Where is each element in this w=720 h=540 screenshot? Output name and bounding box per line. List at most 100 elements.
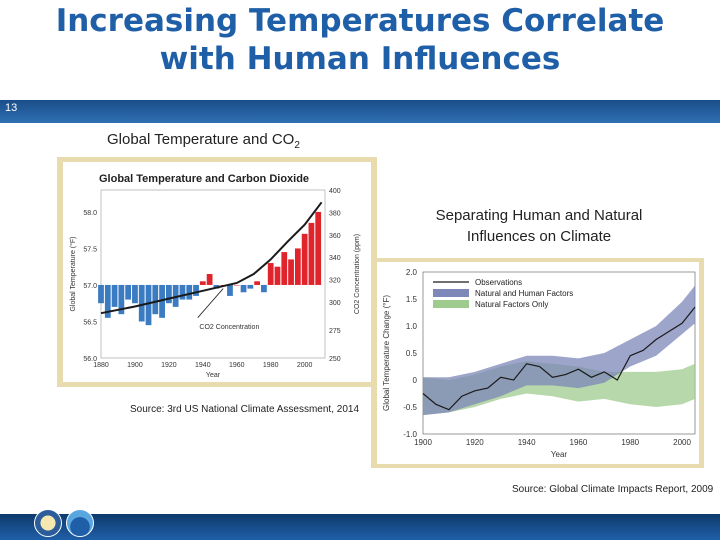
right-heading-line2: Influences on Climate [466,228,612,245]
temperature-bar [179,284,186,300]
temperature-bar [138,284,145,322]
temperature-bar [165,284,172,304]
x-tick-label: 1940 [518,438,536,447]
temperature-bar [193,284,199,296]
temperature-bar [172,284,179,307]
temperature-bar [199,281,206,285]
x-tick-label: 1920 [466,438,484,447]
temperature-co2-chart: Global Temperature and Carbon Dioxide 56.… [69,173,361,379]
y-tick-label: 57.5 [83,246,97,253]
right-heading-line1: Separating Human and Natural [435,207,643,224]
y-tick-label: 58.0 [83,210,97,217]
y2-tick-label: 340 [329,255,341,262]
temperature-bar [98,284,104,304]
x-tick-label: 1880 [93,362,109,369]
y2-axis-label: CO2 Concentration (ppm) [354,234,361,314]
temperature-bar [254,281,261,285]
slide-number: 13 [5,102,18,114]
y-axis-label: Global Temperature (°F) [69,236,77,311]
header-bar [0,100,720,123]
y-tick-label: 1.5 [406,295,418,304]
y-tick-label: 2.0 [406,268,418,277]
annotation-arrow [197,288,224,318]
y2-tick-label: 400 [329,188,341,195]
temperature-bar [159,284,165,318]
y-tick-label: 0.5 [406,349,418,358]
temperature-bar [288,259,294,285]
observations-line [422,306,696,411]
temperature-bar [132,284,138,304]
temperature-bar [111,284,118,307]
temperature-bar [118,284,125,315]
x-tick-label: 1940 [195,362,211,369]
legend-swatch [433,289,469,297]
x-tick-label: 1900 [127,362,143,369]
slide-title: Increasing Temperatures Correlate with H… [0,2,720,78]
temperature-bar [227,284,233,296]
x-tick-label: 2000 [297,362,313,369]
temperature-bar [104,284,111,318]
temperature-bar [152,284,159,315]
slide-title-line1: Increasing Temperatures Correlate [55,3,665,39]
x-tick-label: 1900 [414,438,432,447]
temperature-bar [247,284,254,289]
temperature-bar [145,284,152,326]
y-tick-label: -0.5 [403,403,417,412]
legend-swatch [433,300,469,308]
x-tick-label: 1920 [161,362,177,369]
left-heading-text: Global Temperature and CO [107,131,295,148]
temperature-bar [315,211,322,285]
x-axis-label: Year [206,372,221,379]
temperature-bar [125,284,132,300]
footer-bar [0,514,720,540]
temperature-bar [206,274,213,285]
y2-tick-label: 380 [329,210,341,217]
temperature-bar [281,252,288,285]
commerce-seal-logo [34,509,62,537]
temperature-bar [233,284,240,286]
left-chart-panel: Global Temperature and Carbon Dioxide 56.… [63,162,371,382]
band-natural-human [423,285,695,416]
left-panel-heading: Global Temperature and CO2 [107,131,300,151]
temperature-bar [261,284,267,293]
x-tick-label: 1980 [263,362,279,369]
y2-tick-label: 360 [329,233,341,240]
plot-area [100,189,326,359]
left-heading-subscript: 2 [294,140,300,151]
human-natural-chart: -1.0 -0.5 0 0.5 1.0 1.5 2.0 1900 1920 1940 1960 198… [382,268,696,459]
y2-tick-label: 300 [329,300,341,307]
temperature-bar [267,263,274,285]
y-tick-label: 56.5 [83,319,97,326]
y2-tick-label: 275 [329,328,341,335]
slide-title-line2: with Human Influences [159,41,561,77]
y-tick-label: 57.0 [83,283,97,290]
y-tick-label: 0 [413,376,418,385]
temperature-bar [301,233,308,285]
co2-line [100,201,323,315]
y2-tick-label: 320 [329,278,341,285]
y-tick-label: -1.0 [403,430,417,439]
chart-title: Global Temperature and Carbon Dioxide [99,173,309,185]
legend-label: Observations [475,278,522,287]
y-tick-label: 56.0 [83,356,97,363]
x-tick-label: 2000 [673,438,691,447]
temperature-bar [294,248,301,285]
legend-label: Natural and Human Factors [475,289,573,298]
temperature-bar [274,266,281,285]
temperature-bar [240,284,247,293]
y-tick-label: 1.0 [406,322,418,331]
y2-tick-label: 250 [329,356,341,363]
annotation-label: CO2 Concentration [199,324,259,331]
y-axis-label: Global Temperature Change (°F) [382,295,391,411]
right-source-text: Source: Global Climate Impacts Report, 2… [512,484,714,495]
right-panel-heading: Separating Human and Natural Influences … [404,205,674,247]
right-chart-panel: -1.0 -0.5 0 0.5 1.0 1.5 2.0 1900 1920 1940 1960 198… [377,262,699,464]
x-tick-label: 1960 [570,438,588,447]
legend-label: Natural Factors Only [475,300,548,309]
temperature-bar [308,222,315,285]
left-source-text: Source: 3rd US National Climate Assessme… [130,404,359,415]
x-axis-label: Year [551,450,568,459]
x-tick-label: 1960 [229,362,245,369]
x-tick-label: 1980 [621,438,639,447]
temperature-bar [186,284,193,300]
